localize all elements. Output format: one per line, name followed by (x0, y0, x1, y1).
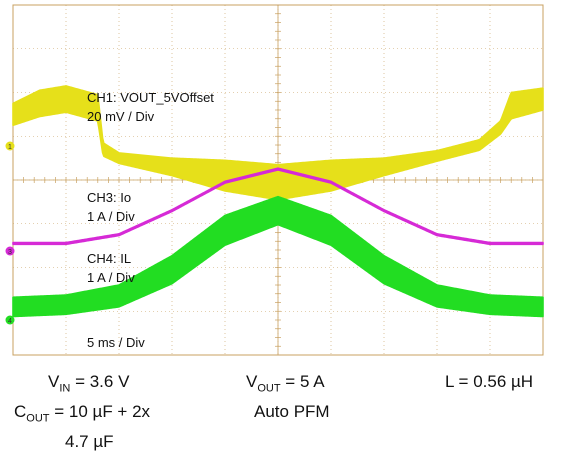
vout-subscript: OUT (257, 382, 281, 395)
mode-value: Auto PFM (254, 402, 330, 421)
traces (12, 85, 544, 318)
vin-symbol: V (48, 372, 60, 391)
cout-condition-continued: 4.7 µF (65, 432, 114, 452)
annotations: CH1: VOUT_5VOffset 20 mV / Div CH3: Io 1… (87, 90, 214, 350)
ch3-marker-label: 3 (8, 249, 12, 256)
timebase-label: 5 ms / Div (87, 335, 145, 350)
ch4-trace (12, 195, 544, 318)
oscilloscope-plot: 1 3 4 CH1: VOUT_5VOffset 20 mV / Div CH3: … (5, 4, 544, 356)
ch3-trace (12, 167, 544, 246)
mode-condition: Auto PFM (254, 402, 330, 422)
cout-condition: COUT = 10 µF + 2x (14, 402, 150, 424)
vout-condition: VOUT = 5 A (246, 372, 325, 394)
vout-symbol: V (246, 372, 258, 391)
ch4-name-label: CH4: IL (87, 251, 131, 266)
inductor-value: L = 0.56 µH (445, 372, 534, 391)
ch3-scale-label: 1 A / Div (87, 209, 135, 224)
ch4-marker-label: 4 (8, 318, 12, 325)
cout-value-2: 4.7 µF (65, 432, 114, 451)
ch4-scale-label: 1 A / Div (87, 270, 135, 285)
ch1-marker-label: 1 (8, 144, 12, 151)
cout-value: = 10 µF + 2x (49, 402, 151, 421)
ch3-marker (5, 246, 15, 256)
ch1-scale-label: 20 mV / Div (87, 109, 155, 124)
ch1-marker (5, 141, 15, 151)
channel-markers: 1 3 4 (5, 141, 15, 325)
ch1-trace (12, 85, 544, 201)
inductor-condition: L = 0.56 µH (445, 372, 533, 392)
ch1-name-label: CH1: VOUT_5VOffset (87, 90, 214, 105)
cout-subscript: OUT (26, 412, 50, 425)
vin-value: = 3.6 V (70, 372, 130, 391)
ch4-marker (5, 315, 15, 325)
vin-condition: VIN = 3.6 V (48, 372, 129, 394)
ch3-name-label: CH3: Io (87, 190, 131, 205)
vin-subscript: IN (59, 382, 71, 395)
cout-symbol: C (14, 402, 27, 421)
vout-value: = 5 A (280, 372, 325, 391)
